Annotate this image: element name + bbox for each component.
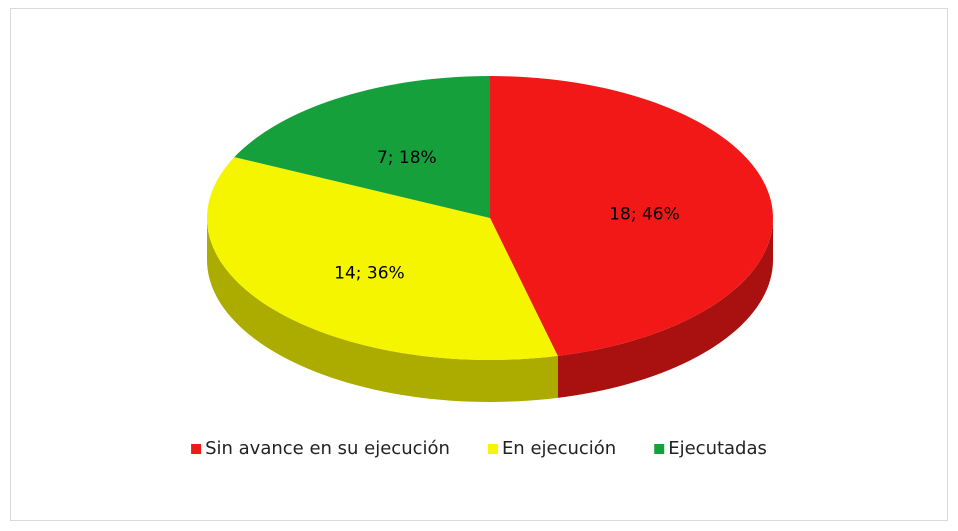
legend-label: En ejecución — [502, 438, 616, 459]
legend-label: Sin avance en su ejecución — [205, 438, 450, 459]
legend-swatch — [191, 444, 202, 454]
data-label: 14; 36% — [334, 263, 405, 283]
data-label: 7; 18% — [377, 148, 437, 168]
slice — [234, 76, 490, 218]
legend-swatch — [654, 444, 665, 454]
legend-swatch — [487, 444, 498, 454]
data-label: 18; 46% — [609, 205, 680, 225]
slice-side — [557, 218, 773, 398]
slice — [490, 76, 773, 356]
slice — [207, 157, 558, 360]
legend-label: Ejecutadas — [668, 438, 767, 459]
slice-side — [207, 218, 558, 402]
